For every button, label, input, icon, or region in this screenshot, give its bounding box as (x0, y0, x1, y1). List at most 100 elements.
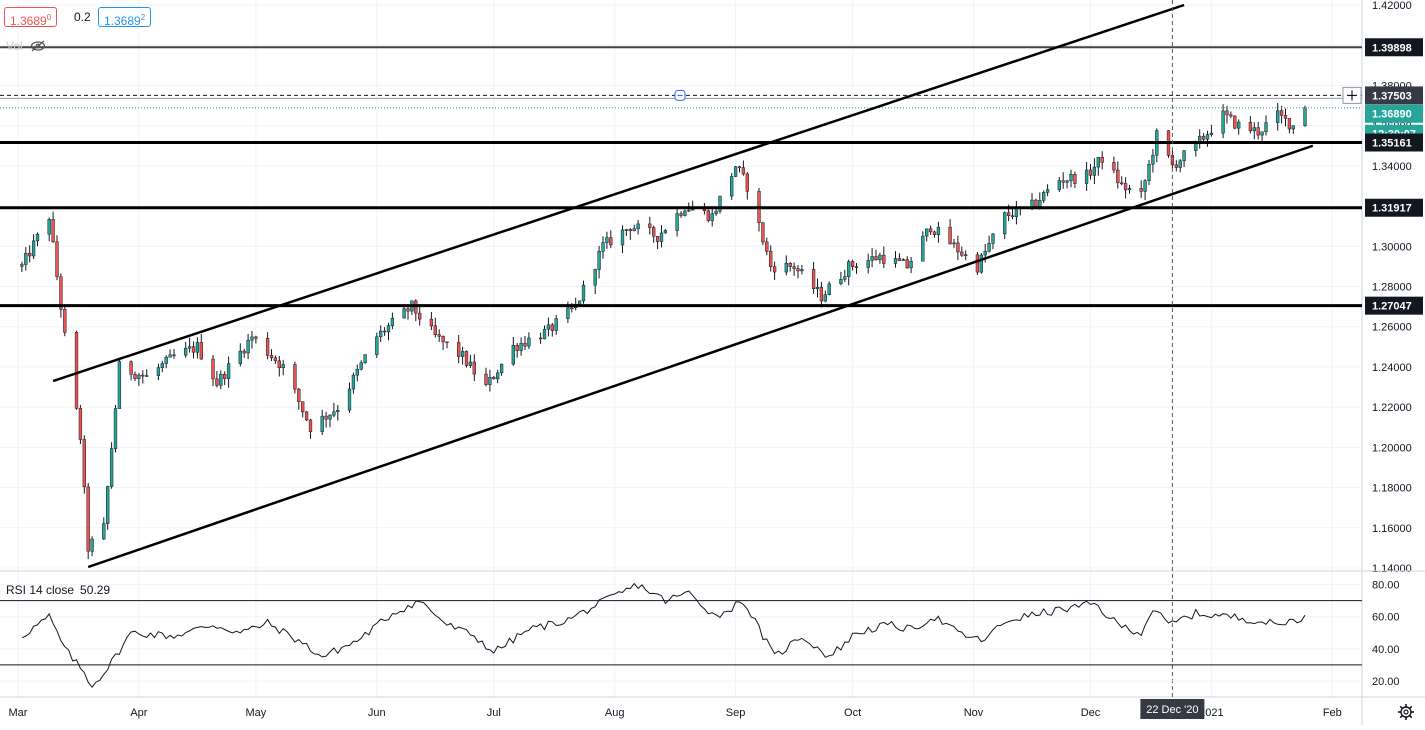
candle-body (1283, 115, 1288, 119)
x-axis-tick-label: Sep (726, 707, 746, 719)
candle-body (1147, 163, 1151, 181)
candle-body (636, 223, 640, 230)
price-axis-label: 1.36890 (1372, 109, 1412, 121)
candle-body (308, 419, 313, 433)
candle-body (663, 230, 668, 234)
candle-body (1174, 164, 1178, 168)
rsi-axis-tick-label: 20.00 (1372, 676, 1400, 688)
rsi-legend: RSI 14 close 50.29 (6, 583, 110, 597)
candle-body (874, 256, 878, 261)
y-axis-tick-label: 1.34000 (1372, 161, 1412, 173)
candle-body (550, 324, 554, 331)
candle-body (566, 307, 570, 319)
candle-body (788, 263, 792, 267)
y-axis-tick-label: 1.30000 (1372, 241, 1412, 253)
candle-body (597, 250, 601, 270)
candle-body (468, 361, 473, 366)
candle-body (472, 361, 476, 375)
candle-body (379, 330, 383, 338)
candle-body (1143, 180, 1147, 192)
candle-body (1112, 162, 1116, 171)
x-axis-tick-label: Jul (487, 707, 501, 719)
candle-body (464, 351, 469, 366)
candle-body (1221, 110, 1225, 134)
candle-body (1042, 192, 1046, 201)
candle-body (78, 408, 83, 440)
x-axis-tick-label: May (246, 707, 267, 719)
x-axis-tick-label: Dec (1081, 707, 1101, 719)
eye-off-icon[interactable] (30, 40, 46, 52)
candle-body (141, 374, 145, 377)
rsi-axis-tick-label: 40.00 (1372, 644, 1400, 656)
candle-body (925, 228, 929, 237)
x-axis-tick-label: Feb (1323, 707, 1342, 719)
candle-body (273, 357, 278, 362)
candle-body (35, 233, 40, 242)
price-axis-label: 1.31917 (1372, 203, 1412, 215)
candle-body (199, 342, 203, 360)
candle-body (304, 411, 309, 421)
legend-close-main: 1.3689 (104, 14, 141, 28)
candle-body (63, 309, 67, 333)
channel-line-upper (52, 3, 1185, 383)
y-axis-tick-label: 1.42000 (1372, 0, 1412, 12)
legend-change: 0.2 (74, 10, 91, 24)
candle-body (581, 284, 586, 302)
y-axis-tick-label: 1.26000 (1372, 322, 1412, 334)
candle-body (1151, 154, 1155, 165)
volume-legend[interactable]: Vol (6, 39, 46, 53)
candle-body (250, 336, 254, 341)
candle-body (784, 263, 788, 273)
candle-body (956, 242, 960, 253)
x-axis-tick-label: Nov (964, 707, 984, 719)
y-axis-tick-label: 1.28000 (1372, 282, 1412, 294)
candle-body (28, 252, 32, 257)
candle-body (402, 308, 406, 319)
candle-body (730, 176, 734, 197)
legend-open-value: 1.36890 (4, 7, 58, 28)
crosshair-date-label: 22 Dec '20 (1146, 704, 1198, 716)
candle-body (1260, 131, 1264, 136)
rsi-line (21, 582, 1306, 689)
candle-body (20, 264, 24, 267)
candle-body (519, 343, 523, 351)
candle-body (382, 330, 387, 333)
crosshair-date-box (1140, 699, 1205, 719)
candle-body (714, 210, 718, 214)
gear-icon[interactable] (1397, 703, 1415, 721)
candle-body (211, 358, 215, 380)
candle-body (1198, 135, 1202, 142)
candle-body (332, 411, 336, 416)
candle-body (1276, 110, 1280, 123)
candle-body (254, 336, 258, 339)
candle-body (242, 350, 246, 354)
candle-body (1065, 180, 1069, 183)
rsi-value: 50.29 (80, 583, 111, 597)
candle-body (679, 213, 683, 216)
candle-body (1248, 121, 1253, 132)
candle-body (460, 351, 465, 357)
candle-body (632, 228, 636, 232)
candle-body (772, 266, 777, 273)
candle-body (546, 324, 551, 330)
candle-body (129, 361, 133, 375)
candle-body (893, 258, 898, 264)
candle-body (492, 377, 496, 380)
candle-body (390, 317, 395, 326)
price-axis-label: 1.37503 (1372, 90, 1412, 102)
candle-body (1256, 127, 1260, 136)
candle-body (1139, 188, 1143, 192)
candle-body (769, 250, 773, 267)
candle-body (683, 210, 687, 216)
candle-body (1045, 189, 1050, 193)
candle-body (1303, 107, 1307, 126)
candle-body (1120, 182, 1124, 185)
candle-body (975, 254, 980, 273)
candle-body (351, 374, 356, 390)
candle-body (1057, 180, 1061, 190)
candle-body (901, 259, 905, 261)
candle-body (226, 363, 231, 379)
candle-body (827, 283, 831, 296)
